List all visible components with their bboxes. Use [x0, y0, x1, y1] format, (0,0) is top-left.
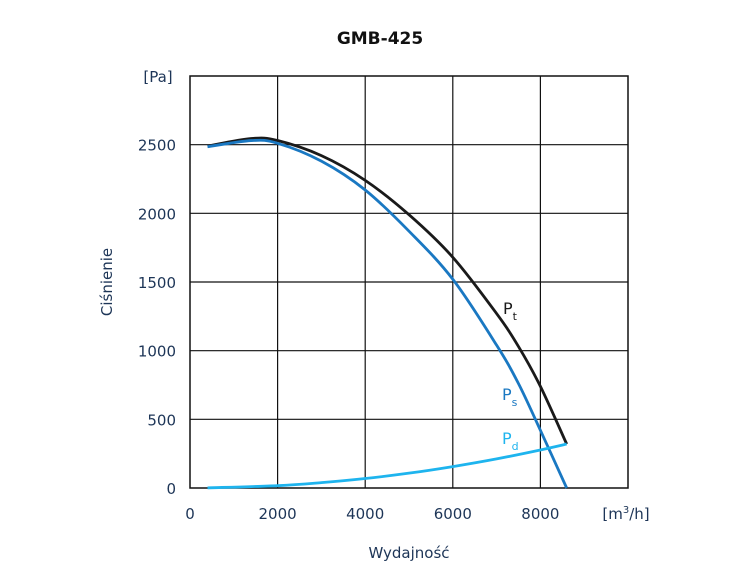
x-axis-label: Wydajność	[368, 544, 449, 562]
series-line-pd	[207, 442, 567, 490]
series-label-pt: Pt	[503, 299, 518, 323]
x-tick-label: 4000	[346, 505, 384, 523]
y-tick-label: 0	[166, 480, 176, 498]
y-tick-label: 2000	[138, 205, 176, 223]
series-label-ps: Ps	[502, 385, 518, 409]
x-tick-label: 6000	[434, 505, 472, 523]
x-unit: [m3/h]	[602, 505, 649, 523]
y-tick-label: 1500	[138, 274, 176, 292]
y-tick-label: 500	[147, 411, 176, 429]
x-tick-label: 2000	[259, 505, 297, 523]
y-tick-label: 2500	[138, 137, 176, 155]
series-line-pt	[207, 136, 568, 445]
series-line-ps	[207, 138, 568, 489]
y-tick-label: 1000	[138, 343, 176, 361]
tick-labels: 0 2000 4000 6000 8000 0 500 1000 1500 2000 2500	[138, 137, 560, 523]
series-lines: Pt Ps Pd	[207, 136, 568, 490]
y-axis-label: Ciśnienie	[98, 248, 116, 316]
x-tick-label: 0	[185, 505, 195, 523]
series-label-pd: Pd	[502, 429, 519, 453]
grid	[189, 75, 629, 489]
chart-title: GMB-425	[337, 29, 423, 49]
y-unit: [Pa]	[143, 68, 172, 86]
x-tick-label: 8000	[521, 505, 559, 523]
